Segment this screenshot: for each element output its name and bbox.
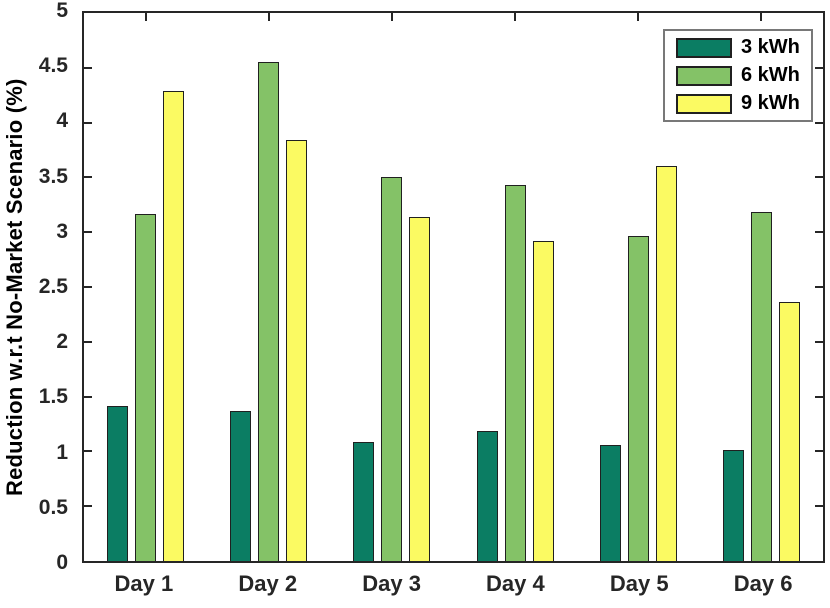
x-tick-label: Day 1 [114,571,174,596]
y-tick-left [84,231,92,234]
bar-6kwh-day5 [627,235,649,561]
x-tick-top [390,13,393,21]
x-tick-label: Day 6 [733,571,793,596]
x-tick-label: Day 5 [609,571,669,596]
legend-label: 9 kWh [741,92,800,114]
y-tick-left [84,450,92,453]
y-tick-label: 1 [56,440,68,464]
y-tick-left [84,505,92,508]
bar-6kwh-day4 [504,185,526,561]
y-axis-tick-labels: 0 0.5 1 1.5 2 2.5 3 3.5 4 4.5 5 [0,0,68,574]
bar-6kwh-day3 [381,177,403,561]
bar-9kwh-day5 [655,166,677,561]
bar-3kwh-day2 [230,410,252,561]
x-tick-top [144,13,147,21]
x-tick-top [637,13,640,21]
y-tick-right [815,231,823,234]
y-tick-right [815,450,823,453]
y-tick-label: 0 [56,551,68,574]
legend-item-9kwh: 9 kWh [665,92,811,115]
legend-label: 3 kWh [741,36,800,58]
y-tick-left [84,66,92,69]
x-tick-label: Day 4 [486,571,545,596]
legend-item-3kwh: 3 kWh [665,36,811,59]
bar-6kwh-day1 [135,213,157,561]
y-tick-left [84,395,92,398]
y-tick-right [815,340,823,343]
bar-3kwh-day5 [599,444,621,561]
y-tick-left [84,121,92,124]
x-tick-label: Day 2 [238,571,298,596]
x-tick-top [267,13,270,21]
bar-3kwh-day6 [722,450,744,561]
y-tick-label: 4.5 [38,54,68,78]
bar-3kwh-day4 [476,430,498,561]
y-tick-label: 3 [56,219,68,243]
bar-9kwh-day6 [778,302,800,561]
x-tick-top [514,13,517,21]
y-tick-left [84,176,92,179]
bar-9kwh-day3 [409,216,431,561]
y-tick-label: 0.5 [38,495,68,519]
bar-9kwh-day4 [532,240,554,561]
y-tick-right [815,176,823,179]
bar-6kwh-day2 [258,62,280,561]
y-tick-left [84,286,92,288]
x-tick-label: Day 3 [362,571,421,596]
bar-9kwh-day1 [163,90,185,561]
legend-label: 6 kWh [741,64,800,86]
legend-item-6kwh: 6 kWh [665,64,811,87]
y-tick-right [815,395,823,398]
y-tick-label: 5 [56,0,68,22]
y-tick-label: 3.5 [38,164,68,188]
y-tick-label: 1.5 [38,385,68,409]
y-tick-right [815,66,823,69]
y-tick-label: 2.5 [38,275,68,298]
legend-swatch-9kwh [676,93,732,114]
y-tick-right [815,286,823,288]
bar-9kwh-day2 [286,140,308,561]
x-tick-top [760,13,763,21]
legend-swatch-3kwh [676,37,732,58]
y-tick-right [815,505,823,508]
legend-swatch-6kwh [676,65,732,86]
y-tick-label: 2 [56,330,68,354]
bar-6kwh-day6 [750,212,772,561]
bar-3kwh-day3 [353,441,375,561]
bar-3kwh-day1 [107,406,129,561]
y-tick-left [84,340,92,343]
y-tick-label: 4 [56,109,68,133]
legend: 3 kWh 6 kWh 9 kWh [663,29,813,122]
y-tick-right [815,121,823,124]
x-axis-tick-labels: Day 1 Day 2 Day 3 Day 4 Day 5 Day 6 [82,571,825,603]
